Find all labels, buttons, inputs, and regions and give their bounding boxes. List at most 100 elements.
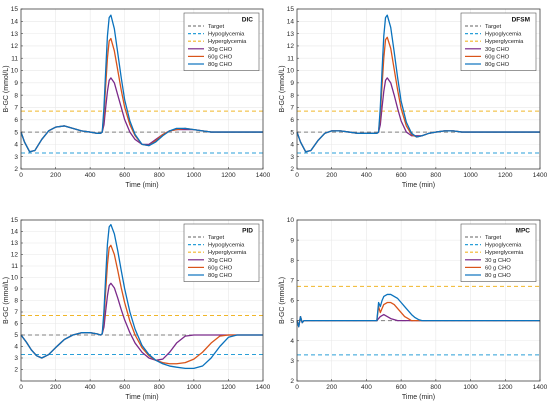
y-tick-label: 6	[14, 117, 18, 124]
x-tick-label: 800	[154, 172, 165, 179]
legend-label: 30g CHO	[208, 47, 233, 53]
x-tick-label: 1000	[463, 172, 478, 179]
legend-label: Target	[485, 24, 502, 30]
series-line-2	[20, 14, 263, 153]
legend-box	[183, 223, 260, 282]
legend-box	[460, 223, 537, 282]
x-tick-label: 400	[85, 172, 96, 179]
y-axis-label: B-GC (mmol/L)	[279, 65, 286, 112]
series-line-2	[296, 293, 540, 328]
legend-label: 30 g CHO	[485, 258, 511, 264]
chart-title: PID	[242, 228, 253, 235]
y-tick-label: 15	[11, 217, 19, 224]
x-tick-label: 0	[295, 384, 299, 391]
y-tick-label: 2	[14, 367, 18, 374]
legend-label: 80g CHO	[485, 62, 510, 68]
y-tick-label: 7	[14, 105, 18, 112]
legend-label: Target	[208, 24, 225, 30]
y-tick-label: 4	[290, 338, 294, 345]
y-tick-label: 7	[14, 309, 18, 316]
legend-label: Hypoglycemia	[485, 32, 522, 38]
legend-label: Hypoglycemia	[208, 32, 245, 38]
series-line-2	[20, 223, 263, 370]
legend-box	[183, 12, 260, 71]
x-tick-label: 0	[295, 172, 299, 179]
y-tick-label: 3	[14, 355, 18, 362]
x-tick-label: 0	[19, 384, 23, 391]
y-axis-label: B-GC (mmol/L)	[279, 277, 286, 324]
panel-mpc: 0 200 400 600 800 1000 1200 1400 2 3 4 5 6 7 8 9 10 Time …	[279, 217, 548, 401]
chart-title: DIC	[242, 17, 254, 24]
x-tick-label: 1000	[187, 384, 202, 391]
y-tick-label: 14	[11, 229, 19, 236]
y-tick-label: 13	[11, 240, 19, 247]
x-tick-label: 1000	[463, 384, 478, 391]
x-tick-label: 600	[119, 384, 130, 391]
x-axis-label: Time (min)	[125, 182, 158, 189]
y-tick-label: 8	[290, 257, 294, 264]
y-tick-label: 7	[290, 105, 294, 112]
y-tick-label: 9	[290, 80, 294, 87]
legend-label: Hyperglycemia	[208, 250, 247, 256]
x-tick-label: 200	[326, 172, 337, 179]
y-tick-label: 10	[287, 68, 295, 75]
x-axis-label: Time (min)	[402, 394, 435, 401]
y-tick-label: 3	[290, 358, 294, 365]
axes-frame	[20, 8, 264, 170]
y-tick-label: 10	[11, 68, 19, 75]
legend-label: 60g CHO	[208, 54, 233, 60]
y-tick-label: 12	[11, 252, 19, 259]
y-tick-label: 5	[290, 129, 294, 136]
legend-label: 80g CHO	[208, 273, 233, 279]
x-tick-label: 400	[85, 384, 96, 391]
y-tick-label: 7	[290, 278, 294, 285]
legend-label: 60 g CHO	[485, 265, 511, 271]
y-tick-label: 11	[287, 55, 294, 62]
y-tick-label: 10	[287, 217, 295, 224]
y-tick-label: 14	[11, 19, 19, 26]
y-tick-label: 15	[11, 6, 19, 13]
legend-label: 80 g CHO	[485, 273, 511, 279]
legend-label: 30g CHO	[208, 258, 233, 264]
y-tick-label: 8	[14, 298, 18, 305]
legend-label: Target	[208, 235, 225, 241]
y-tick-label: 6	[290, 298, 294, 305]
legend-label: 60g CHO	[485, 54, 510, 60]
y-axis-label: B-GC (mmol/L)	[3, 277, 10, 324]
y-tick-label: 5	[290, 318, 294, 325]
panel-pid: 0 200 400 600 800 1000 1200 1400 2 3 4 5 6 7 8 9 10 11 12 1…	[3, 217, 271, 401]
x-axis-label: Time (min)	[125, 394, 158, 401]
y-tick-label: 14	[287, 19, 295, 26]
x-tick-label: 1400	[256, 172, 271, 179]
x-tick-label: 800	[430, 384, 441, 391]
chart-title: MPC	[516, 228, 531, 235]
x-tick-label: 1400	[533, 384, 548, 391]
legend-label: Hypoglycemia	[208, 243, 245, 249]
legend-box	[460, 12, 537, 71]
x-tick-label: 600	[119, 172, 130, 179]
legend-label: Hyperglycemia	[208, 39, 247, 45]
y-tick-label: 6	[14, 321, 18, 328]
y-tick-label: 5	[14, 129, 18, 136]
chart-title: DFSM	[512, 17, 530, 24]
x-tick-label: 200	[326, 384, 337, 391]
x-tick-label: 1200	[221, 172, 236, 179]
x-tick-label: 0	[19, 172, 23, 179]
axes-frame	[296, 8, 541, 170]
y-tick-label: 12	[11, 43, 19, 50]
x-axis-label: Time (min)	[402, 182, 435, 189]
y-tick-label: 10	[11, 275, 19, 282]
legend-label: 80g CHO	[208, 62, 233, 68]
x-tick-label: 1200	[498, 172, 513, 179]
y-tick-label: 4	[14, 344, 18, 351]
legend-label: Hyperglycemia	[485, 250, 524, 256]
y-tick-label: 4	[14, 142, 18, 149]
y-tick-label: 5	[14, 332, 18, 339]
x-tick-label: 400	[361, 172, 372, 179]
y-axis-label: B-GC (mmol/L)	[3, 65, 10, 112]
legend-label: Target	[485, 235, 502, 241]
